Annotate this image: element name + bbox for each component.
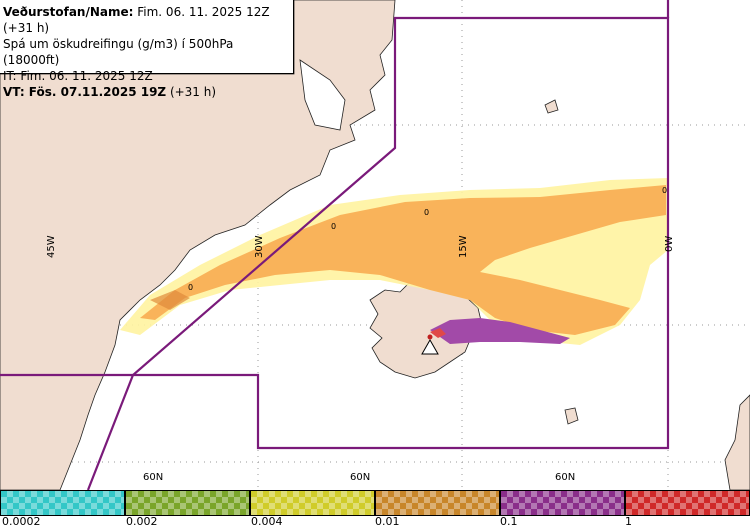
lon-label-45w: 45W [46,235,57,258]
legend-swatch [625,490,750,516]
header-line-1: Veðurstofan/Name: Fim. 06. 11. 2025 12Z … [3,4,293,36]
lon-label-30w: 30W [254,235,265,258]
ash-plume-dense [150,290,190,310]
lat-label-60n-b: 60N [350,472,371,483]
map-canvas [0,0,750,490]
ash-plume-high [430,318,570,344]
legend-swatch [500,490,625,516]
fjord-inlet [299,59,346,131]
value-mark: 0 [331,222,337,231]
value-mark: 0 [188,283,194,292]
valid-time-offset: (+31 h) [166,85,217,99]
legend-tick: 0.0002 [2,515,41,528]
legend-swatch [375,490,500,516]
header-line-4: VT: Fös. 07.11.2025 19Z (+31 h) [3,84,293,100]
value-mark: 0 [424,208,430,217]
legend-tick: 0.002 [126,515,158,528]
issuer-label: Veðurstofan/Name: [3,5,134,19]
legend-swatch [0,490,125,516]
legend-tick: 1 [625,515,632,528]
scandinavia-coast [724,394,750,490]
concentration-legend [0,490,750,518]
product-description: Spá um öskudreifingu (g/m3) í 500hPa (18… [3,37,234,67]
initial-time: IT: Fim. 06. 11. 2025 12Z [3,69,153,83]
ash-plume-peak [430,328,446,338]
legend-tick: 0.01 [375,515,400,528]
legend-swatch [250,490,375,516]
valid-time-label: VT: Fös. 07.11.2025 19Z [3,85,167,99]
legend-tick: 0.1 [500,515,518,528]
ash-plume-main [140,185,666,335]
lat-label-60n-a: 60N [143,472,164,483]
greenland-landmass [0,0,396,490]
lat-label-60n-c: 60N [555,472,576,483]
volcano-marker [421,334,439,355]
fir-boundary [0,0,670,490]
faroe-islands [564,407,579,425]
legend-tick: 0.004 [251,515,283,528]
lon-label-15w: 15W [458,235,469,258]
jan-mayen [544,99,559,114]
lon-label-0w: 0W [664,235,675,252]
issue-time: Fim. 06. 11. 2025 12Z (+31 h) [3,5,270,35]
forecast-info-box: Veðurstofan/Name: Fim. 06. 11. 2025 12Z … [0,0,294,99]
legend-swatch [125,490,250,516]
value-mark: 0 [662,186,668,195]
